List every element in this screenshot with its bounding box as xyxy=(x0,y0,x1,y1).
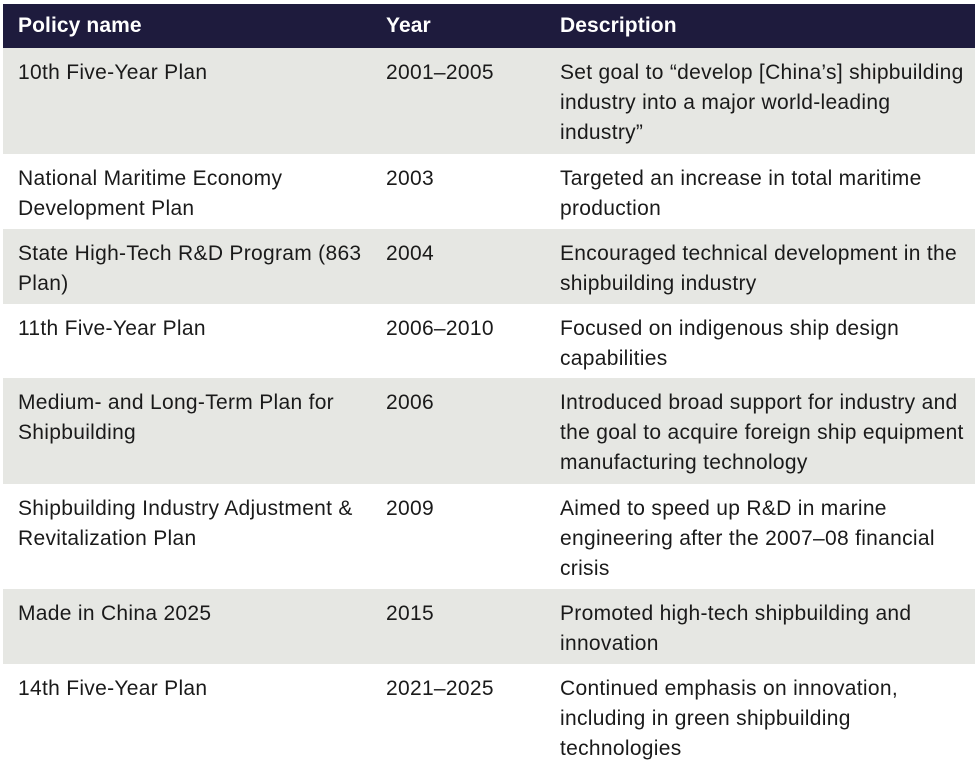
policy-name-cell: 14th Five-Year Plan xyxy=(18,677,208,700)
policy-name-cell: Made in China 2025 xyxy=(18,602,212,625)
year-cell: 2003 xyxy=(386,167,434,190)
policy-name-cell: 10th Five-Year Plan xyxy=(18,61,208,84)
year-cell: 2021–2025 xyxy=(386,677,494,700)
year-cell: 2009 xyxy=(386,497,434,520)
year-cell: 2004 xyxy=(386,242,434,265)
description-cell: Targeted an increase in total maritime p… xyxy=(560,167,922,220)
header-description: Description xyxy=(560,14,677,37)
table-row: State High-Tech R&D Program (863 Plan) 2… xyxy=(3,229,975,304)
description-cell: Encouraged technical development in the … xyxy=(560,242,957,295)
year-cell: 2006–2010 xyxy=(386,317,494,340)
description-cell: Continued emphasis on innovation, includ… xyxy=(560,677,898,760)
description-cell: Promoted high-tech shipbuilding and inno… xyxy=(560,602,912,655)
table-row: Medium- and Long-Term Plan for Shipbuild… xyxy=(3,378,975,484)
table-row: Made in China 2025 2015 Promoted high-te… xyxy=(3,589,975,664)
table-header: Policy name Year Description xyxy=(3,4,975,48)
description-cell: Aimed to speed up R&D in marine engineer… xyxy=(560,497,935,580)
year-cell: 2006 xyxy=(386,391,434,414)
year-cell: 2001–2005 xyxy=(386,61,494,84)
table-row: Shipbuilding Industry Adjustment & Revit… xyxy=(3,484,975,589)
header-row: Policy name Year Description xyxy=(3,4,975,48)
table-body: 10th Five-Year Plan 2001–2005 Set goal t… xyxy=(3,48,975,770)
policy-table-container: Policy name Year Description 10th Five-Y… xyxy=(3,4,975,770)
description-cell: Focused on indigenous ship design capabi… xyxy=(560,317,900,370)
header-policy-name: Policy name xyxy=(18,14,142,37)
header-year: Year xyxy=(386,14,431,37)
policy-name-cell: National Maritime Economy Development Pl… xyxy=(18,167,283,220)
policy-name-cell: Shipbuilding Industry Adjustment & Revit… xyxy=(18,497,353,550)
table-row: 11th Five-Year Plan 2006–2010 Focused on… xyxy=(3,304,975,378)
policy-name-cell: 11th Five-Year Plan xyxy=(18,317,206,340)
table-row: National Maritime Economy Development Pl… xyxy=(3,154,975,229)
year-cell: 2015 xyxy=(386,602,434,625)
table-row: 14th Five-Year Plan 2021–2025 Continued … xyxy=(3,664,975,770)
description-cell: Set goal to “develop [China’s] shipbuild… xyxy=(560,61,964,144)
table-row: 10th Five-Year Plan 2001–2005 Set goal t… xyxy=(3,48,975,154)
policy-name-cell: State High-Tech R&D Program (863 Plan) xyxy=(18,242,362,295)
policy-name-cell: Medium- and Long-Term Plan for Shipbuild… xyxy=(18,391,334,444)
description-cell: Introduced broad support for industry an… xyxy=(560,391,964,474)
policy-table: Policy name Year Description 10th Five-Y… xyxy=(3,4,975,770)
